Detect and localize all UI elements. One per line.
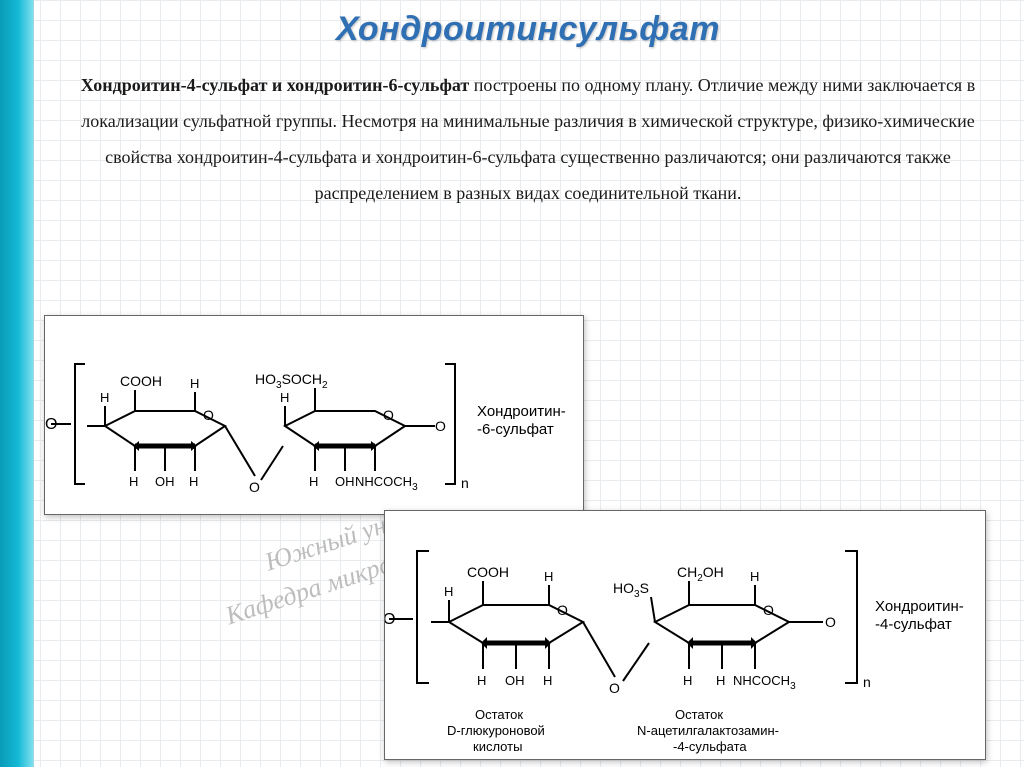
svg-text:кислоты: кислоты [473,739,522,754]
o-lead: O [45,416,57,433]
svg-text:H: H [309,474,318,489]
svg-text:O: O [385,611,395,628]
svg-text:N-ацетилгалактозамин-: N-ацетилгалактозамин- [637,723,779,738]
svg-text:H: H [189,474,198,489]
svg-text:H: H [544,569,553,584]
svg-text:Остаток: Остаток [475,707,523,722]
svg-text:O: O [383,407,394,423]
svg-text:H: H [543,673,552,688]
structure-diagram-chondroitin-6: n O O COOH H OH H H [44,315,584,515]
svg-text:H: H [444,584,453,599]
svg-text:H: H [750,569,759,584]
diagram1-label-1: Хондроитин- [477,403,566,420]
diagram1-label-2: -6-сульфат [477,421,554,438]
svg-text:D-глюкуроновой: D-глюкуроновой [447,723,545,738]
svg-text:OH: OH [155,474,175,489]
svg-text:H: H [100,390,109,405]
structure-diagram-chondroitin-4: n O O COOH H H OH H H O [384,510,986,760]
svg-text:NHCOCH3: NHCOCH3 [355,474,418,493]
svg-text:O: O [825,614,836,630]
svg-text:n: n [863,674,871,690]
svg-text:OH: OH [335,474,355,489]
svg-text:H: H [477,673,486,688]
paragraph-bold-lead: Хондроитин-4-сульфат и хондроитин-6-суль… [81,75,470,95]
diagram2-label-1: Хондроитин- [875,598,964,615]
svg-text:Остаток: Остаток [675,707,723,722]
svg-text:CH2OH: CH2OH [677,564,724,584]
svg-text:O: O [763,602,774,618]
svg-text:OH: OH [505,673,525,688]
chem-svg-2: n O O COOH H H OH H H O [385,511,987,761]
svg-text:H: H [190,376,199,391]
chem-svg-1: n O O COOH H OH H H [45,316,585,516]
svg-text:O: O [435,418,446,434]
svg-text:O: O [249,479,260,495]
svg-text:O: O [609,680,620,696]
svg-text:O: O [203,407,214,423]
body-paragraph: Хондроитин-4-сульфат и хондроитин-6-суль… [50,67,1006,211]
svg-text:NHCOCH3: NHCOCH3 [733,673,796,692]
side-accent-bar [0,0,34,767]
svg-text:H: H [129,474,138,489]
svg-text:HO3S: HO3S [613,580,649,600]
svg-text:H: H [683,673,692,688]
svg-text:H: H [716,673,725,688]
svg-text:-4-сульфата: -4-сульфата [673,739,747,754]
poly-n: n [461,475,469,491]
slide-title: Хондроитинсульфат [50,10,1006,49]
svg-text:COOH: COOH [120,373,162,389]
svg-text:HO3SOCH2: HO3SOCH2 [255,371,328,391]
diagram2-label-2: -4-сульфат [875,616,952,633]
svg-text:COOH: COOH [467,564,509,580]
svg-text:O: O [557,602,568,618]
svg-text:H: H [280,390,289,405]
